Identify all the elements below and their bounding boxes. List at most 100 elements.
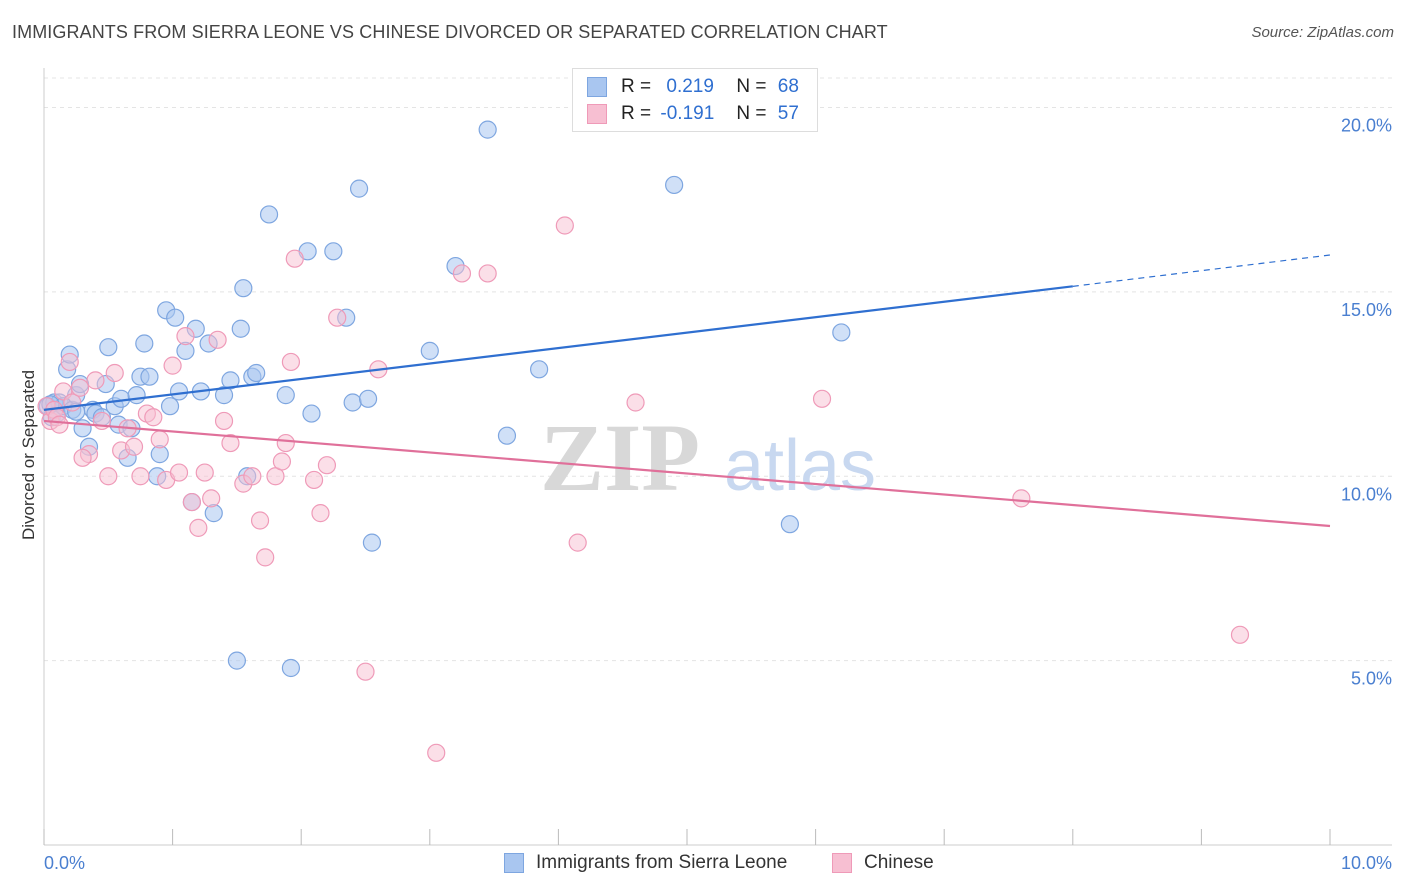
data-point-sierra-leone xyxy=(204,504,223,523)
data-point-sierra-leone xyxy=(497,426,517,445)
data-point-chinese xyxy=(214,411,234,431)
legend-label: Chinese xyxy=(864,852,934,873)
legend-label: Immigrants from Sierra Leone xyxy=(536,852,788,873)
r-label: R = xyxy=(621,103,652,124)
data-point-chinese xyxy=(176,327,195,346)
data-point-sierra-leone xyxy=(780,515,799,534)
n-label: N = xyxy=(736,103,767,124)
axes xyxy=(43,68,1392,846)
data-point-chinese xyxy=(256,548,275,567)
data-point-chinese xyxy=(189,518,208,537)
trend-line-sierra-leone-extension xyxy=(1072,254,1331,287)
grid-lines xyxy=(44,77,1392,662)
data-point-sierra-leone xyxy=(259,205,279,224)
data-point-sierra-leone xyxy=(135,334,154,353)
trend-line-chinese xyxy=(43,419,1331,528)
data-point-sierra-leone xyxy=(343,393,362,412)
data-point-chinese xyxy=(73,448,92,467)
data-point-sierra-leone xyxy=(73,419,92,438)
data-point-chinese xyxy=(99,467,118,486)
data-point-sierra-leone xyxy=(227,651,246,670)
data-point-chinese xyxy=(317,456,337,475)
data-point-chinese xyxy=(60,352,79,372)
data-point-chinese xyxy=(105,363,124,383)
source-label: Source: ZipAtlas.com xyxy=(1251,24,1394,41)
y-tick-label: 15.0% xyxy=(1341,300,1392,320)
data-point-sierra-leone xyxy=(234,279,253,298)
data-point-chinese xyxy=(70,378,90,397)
data-point-sierra-leone xyxy=(127,386,146,405)
data-point-sierra-leone xyxy=(221,371,240,390)
legend-item-chinese[interactable]: Chinese xyxy=(832,852,934,874)
data-point-chinese xyxy=(163,356,182,375)
data-point-chinese xyxy=(281,352,301,372)
data-point-chinese xyxy=(478,264,497,283)
data-point-sierra-leone xyxy=(169,382,189,401)
data-point-chinese xyxy=(144,408,163,427)
chart-title: IMMIGRANTS FROM SIERRA LEONE VS CHINESE … xyxy=(12,22,888,42)
data-point-sierra-leone xyxy=(140,367,159,386)
data-point-chinese xyxy=(86,371,105,390)
data-point-sierra-leone xyxy=(247,363,266,383)
legend-swatch-pink xyxy=(587,104,607,124)
r-label: R = xyxy=(621,76,652,97)
data-point-chinese xyxy=(124,437,144,456)
data-point-chinese xyxy=(311,504,330,523)
data-point-sierra-leone xyxy=(231,319,250,338)
legend-item-sierra-leone[interactable]: Immigrants from Sierra Leone xyxy=(504,852,787,874)
stats-row-chinese: R = -0.191 N = 57 xyxy=(587,102,799,126)
data-point-chinese xyxy=(50,415,69,434)
data-point-chinese xyxy=(356,662,375,681)
data-point-chinese xyxy=(304,470,324,490)
data-point-chinese xyxy=(555,216,574,235)
legend-swatch-blue xyxy=(587,77,607,97)
bottom-legend: Immigrants from Sierra Leone Chinese xyxy=(0,852,1406,876)
legend-swatch-blue xyxy=(504,853,524,873)
data-point-chinese xyxy=(208,330,227,349)
data-point-chinese xyxy=(568,533,587,552)
watermark: ZIP atlas xyxy=(540,404,876,511)
data-point-chinese xyxy=(626,393,645,412)
series-sierra-leone-points xyxy=(38,120,851,678)
watermark-atlas: atlas xyxy=(724,426,876,506)
stats-legend: R = 0.219 N = 68 R = -0.191 N = 57 xyxy=(572,68,818,132)
data-point-chinese xyxy=(1012,489,1031,508)
x-tick-label: 10.0% xyxy=(1341,853,1392,873)
watermark-zip: ZIP xyxy=(540,404,700,511)
data-point-chinese xyxy=(182,492,201,512)
trend-lines xyxy=(43,254,1331,528)
data-point-sierra-leone xyxy=(530,360,549,379)
n-label: N = xyxy=(736,76,767,97)
y-tick-label: 5.0% xyxy=(1351,669,1392,689)
data-point-chinese xyxy=(202,489,221,508)
data-point-sierra-leone xyxy=(276,386,295,405)
legend-swatch-pink xyxy=(832,853,852,873)
data-point-chinese xyxy=(812,389,832,408)
data-point-chinese xyxy=(150,430,169,449)
data-point-chinese xyxy=(276,433,295,453)
data-point-chinese xyxy=(328,308,347,327)
data-point-sierra-leone xyxy=(349,179,369,198)
y-axis-label: Divorced or Separated xyxy=(19,370,38,540)
data-point-sierra-leone xyxy=(420,341,439,360)
data-point-sierra-leone xyxy=(99,338,118,357)
data-point-sierra-leone xyxy=(166,308,185,327)
y-tick-label: 20.0% xyxy=(1341,116,1392,136)
data-point-chinese xyxy=(285,249,304,268)
data-point-sierra-leone xyxy=(281,658,301,678)
trend-line-sierra-leone xyxy=(43,285,1073,411)
y-tick-label: 10.0% xyxy=(1341,484,1392,504)
data-point-chinese xyxy=(250,511,270,530)
data-point-sierra-leone xyxy=(478,120,497,139)
data-point-sierra-leone xyxy=(832,323,851,342)
n-value: 57 xyxy=(777,103,799,124)
data-point-sierra-leone xyxy=(358,389,378,408)
data-point-sierra-leone xyxy=(665,175,684,195)
data-point-sierra-leone xyxy=(324,242,343,261)
data-point-chinese xyxy=(427,743,446,762)
stats-row-sierra-leone: R = 0.219 N = 68 xyxy=(587,75,799,99)
data-point-chinese xyxy=(169,463,189,482)
data-point-sierra-leone xyxy=(362,533,382,552)
r-value: -0.191 xyxy=(660,103,715,124)
